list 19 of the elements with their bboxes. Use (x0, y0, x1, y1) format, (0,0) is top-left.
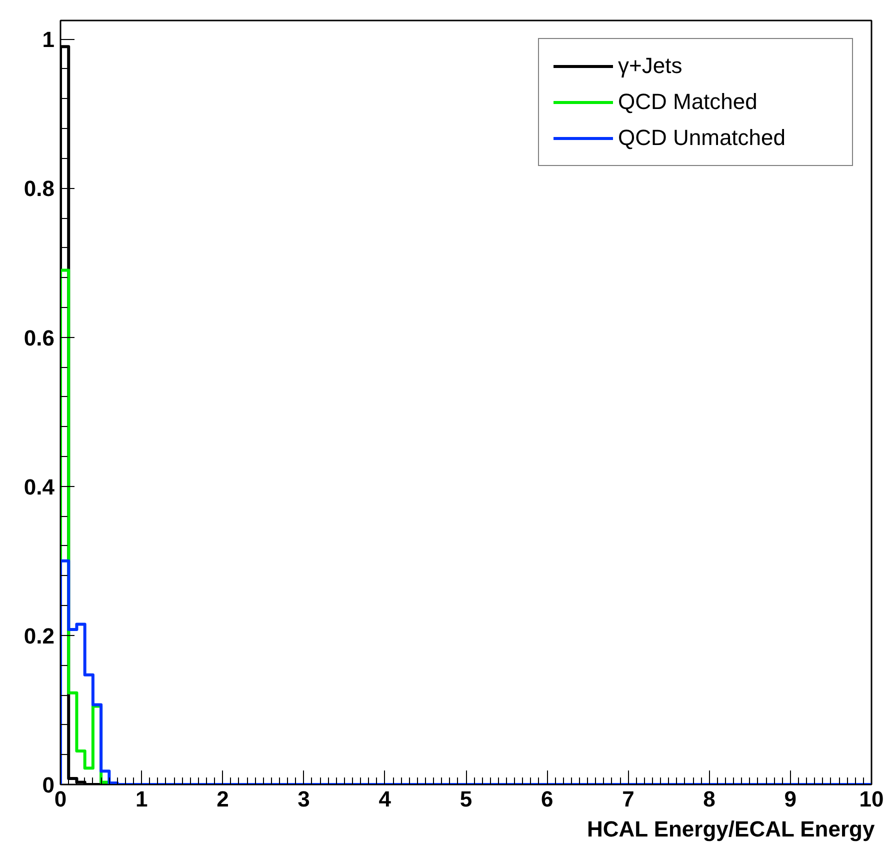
y-tick-label: 0.4 (24, 474, 56, 500)
legend-label: QCD Matched (618, 89, 758, 115)
x-tick-label: 7 (622, 786, 634, 812)
y-tick-label: 0.6 (24, 325, 55, 350)
x-tick-label: 6 (540, 786, 554, 812)
legend-label: QCD Unmatched (618, 125, 787, 151)
x-tick-label: 5 (460, 786, 472, 812)
x-tick-label: 10 (859, 786, 884, 812)
legend-label: γ+Jets (618, 53, 684, 79)
y-tick-label: 0.2 (24, 623, 55, 648)
y-tick-label: 1 (42, 27, 55, 52)
x-axis-title: HCAL Energy/ECAL Energy (587, 816, 876, 842)
y-tick-label: 0.8 (24, 176, 55, 202)
x-tick-label: 3 (298, 786, 310, 812)
x-tick-label: 1 (135, 786, 148, 812)
x-tick-label: 9 (784, 786, 797, 812)
x-tick-label: 8 (703, 786, 716, 812)
x-tick-label: 4 (378, 786, 392, 812)
x-tick-label: 2 (216, 786, 229, 812)
